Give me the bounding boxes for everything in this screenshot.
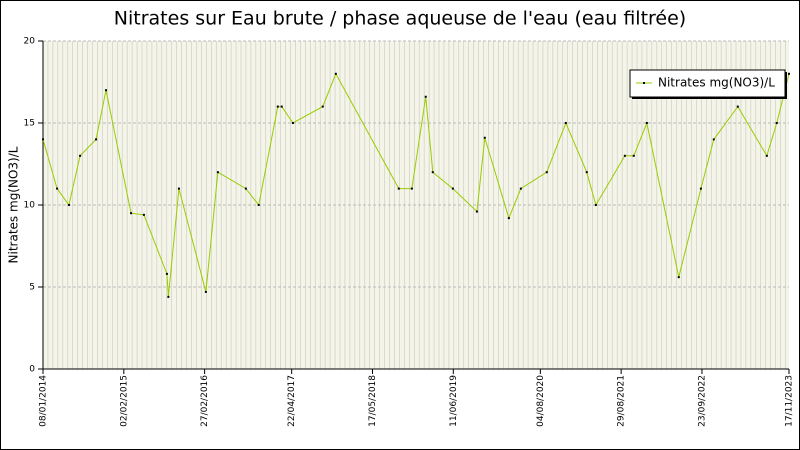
data-point: [594, 204, 597, 206]
y-tick-label: 20: [24, 37, 36, 47]
data-point: [712, 138, 715, 141]
legend: Nitrates mg(NO3)/L: [629, 69, 787, 99]
y-tick-label: 5: [29, 283, 35, 293]
data-point: [130, 212, 133, 215]
data-point: [519, 187, 522, 190]
x-tick-label: 27/02/2016: [200, 375, 210, 427]
data-point: [788, 72, 790, 75]
data-point: [677, 276, 680, 279]
x-tick-label: 17/11/2023: [785, 375, 795, 427]
data-point: [632, 154, 635, 157]
data-point: [483, 136, 486, 139]
y-axis-label: Nitrates mg(NO3)/L: [7, 146, 21, 263]
y-tick-label: 0: [29, 365, 35, 375]
x-tick-label: 11/06/2019: [449, 375, 459, 427]
y-tick-label: 15: [24, 119, 35, 129]
data-point: [79, 154, 82, 157]
data-point: [475, 210, 478, 213]
x-tick-label: 22/04/2017: [287, 375, 297, 427]
y-tick-label: 10: [24, 201, 36, 211]
x-tick-label: 23/09/2022: [697, 375, 707, 427]
data-point: [645, 122, 648, 124]
data-point: [775, 122, 778, 124]
x-tick-label: 08/01/2014: [39, 375, 49, 427]
data-point: [424, 95, 427, 98]
data-point: [104, 89, 107, 92]
data-point: [42, 138, 44, 141]
data-point: [67, 204, 70, 206]
data-point: [167, 295, 170, 298]
data-point: [280, 105, 283, 108]
x-tick-label: 29/08/2021: [617, 375, 627, 427]
data-point: [291, 122, 294, 124]
data-point: [397, 187, 400, 190]
chart-title: Nitrates sur Eau brute / phase aqueuse d…: [114, 8, 686, 30]
data-point: [204, 290, 207, 293]
data-point: [545, 171, 548, 174]
data-point: [451, 187, 454, 190]
data-point: [564, 122, 567, 124]
legend-marker: [643, 82, 645, 84]
data-point: [699, 187, 702, 190]
data-point: [507, 217, 510, 220]
data-point: [431, 171, 434, 174]
data-point: [56, 187, 59, 190]
data-point: [165, 272, 168, 275]
data-point: [244, 187, 247, 190]
x-tick-label: 04/08/2020: [536, 375, 546, 427]
data-point: [177, 187, 180, 190]
x-tick-label: 02/02/2015: [119, 375, 129, 427]
data-point: [276, 105, 279, 108]
data-point: [334, 72, 337, 75]
data-point: [623, 154, 626, 157]
data-point: [95, 138, 98, 141]
legend-box: [629, 69, 786, 98]
data-point: [736, 105, 739, 108]
data-point: [765, 154, 768, 157]
legend-label: Nitrates mg(NO3)/L: [658, 76, 775, 90]
data-point: [257, 204, 260, 206]
x-tick-label: 17/05/2018: [368, 375, 378, 427]
data-point: [216, 171, 219, 174]
data-point: [321, 105, 324, 108]
data-point: [142, 213, 145, 216]
data-point: [410, 187, 413, 190]
data-point: [585, 171, 588, 174]
